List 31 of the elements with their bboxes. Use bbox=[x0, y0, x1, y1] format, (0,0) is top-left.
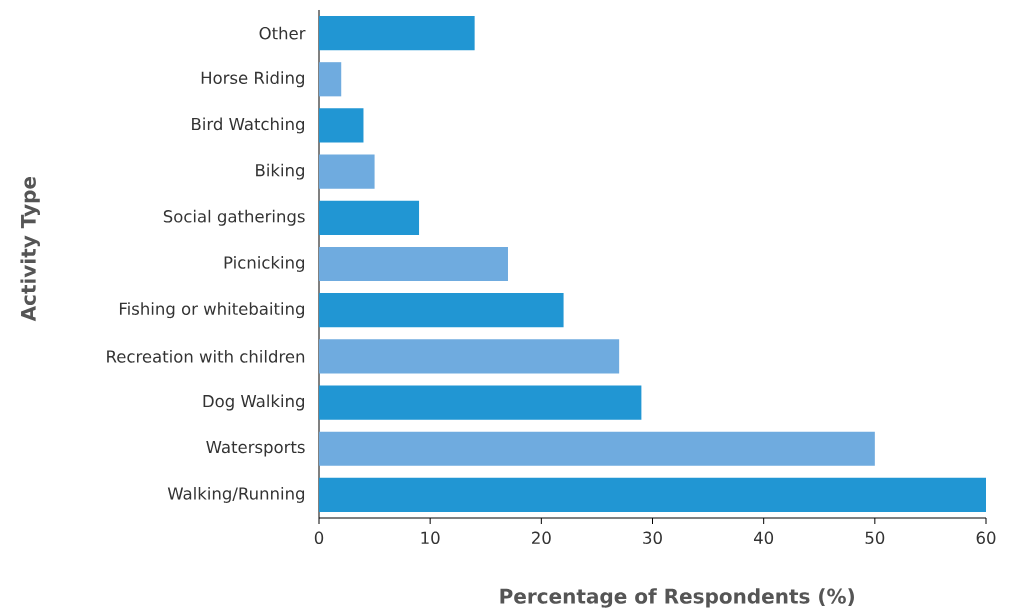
x-tick-label: 30 bbox=[643, 531, 662, 544]
bar bbox=[319, 108, 364, 143]
bar bbox=[319, 62, 342, 97]
bar bbox=[319, 16, 475, 51]
y-axis-title: Activity Type bbox=[20, 177, 40, 322]
y-tick-label: Recreation with children bbox=[107, 349, 305, 363]
y-tick-label: Walking/Running bbox=[167, 486, 305, 503]
y-tick-label: Picnicking bbox=[224, 256, 305, 272]
bar bbox=[319, 154, 375, 189]
y-tick-label: Other bbox=[259, 26, 306, 40]
x-tick-label: 10 bbox=[421, 531, 440, 544]
y-tick-label: Dog Walking bbox=[203, 394, 304, 411]
x-tick-label: 60 bbox=[976, 531, 996, 544]
bar bbox=[319, 385, 642, 420]
bar bbox=[319, 477, 986, 512]
bar bbox=[319, 200, 420, 235]
y-tick-label: Bird Watching bbox=[192, 117, 305, 134]
bar bbox=[319, 246, 508, 282]
x-tick-label: 50 bbox=[865, 531, 885, 544]
y-tick-label: Biking bbox=[256, 163, 304, 180]
y-tick-label: Watersports bbox=[206, 440, 305, 457]
y-tick-label: Social gatherings bbox=[163, 209, 305, 226]
y-tick-label: Horse Riding bbox=[201, 71, 304, 88]
bar bbox=[319, 293, 564, 328]
bar bbox=[319, 431, 875, 466]
bar bbox=[319, 339, 620, 374]
x-tick-label: 20 bbox=[532, 531, 551, 544]
y-tick-label: Fishing or whitebaiting bbox=[119, 302, 304, 319]
x-axis-title: Percentage of Respondents (%) bbox=[500, 588, 854, 608]
x-tick-label: 0 bbox=[314, 531, 324, 544]
x-tick-label: 40 bbox=[753, 531, 774, 544]
